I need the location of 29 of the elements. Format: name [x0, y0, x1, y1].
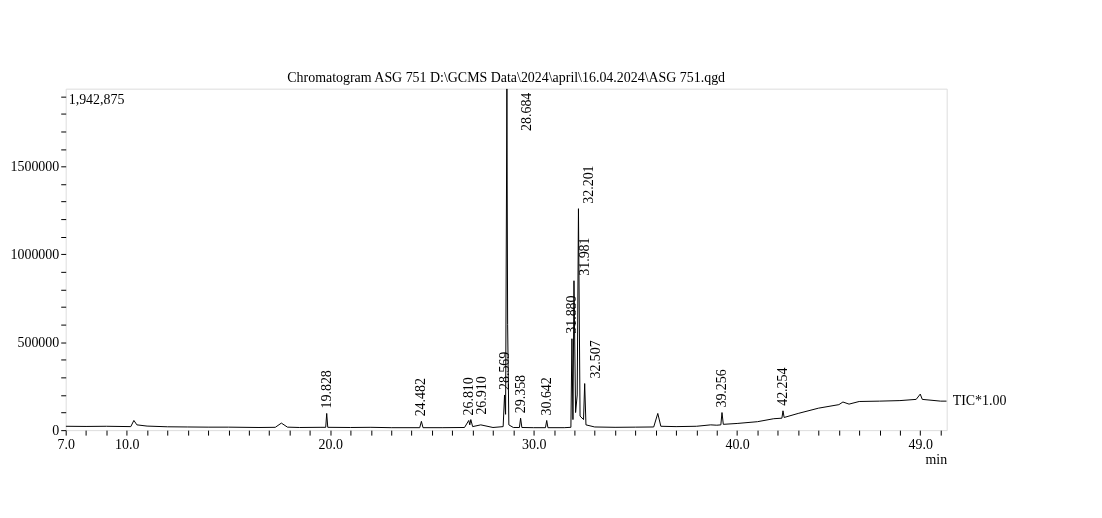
x-tick-label: 40.0 — [725, 436, 750, 452]
x-tick-label: 30.0 — [521, 436, 547, 452]
annotation: 28.684 — [518, 92, 534, 131]
annotation: 28.569 — [496, 351, 512, 391]
x-tick-label: 20.0 — [318, 436, 343, 452]
annotation: 19.828 — [318, 370, 334, 409]
line-series — [65, 88, 947, 429]
y-tick-label: 1000000 — [10, 246, 60, 262]
annotation: 26.910 — [473, 376, 489, 415]
annotation: 26.810 — [460, 377, 476, 416]
series-label: TIC*1.00 — [952, 393, 1007, 409]
x-tick-label: 7.0 — [57, 436, 75, 452]
x-tick-label: 49.0 — [908, 436, 933, 452]
x-axis-title: min — [925, 452, 948, 468]
annotation: 42.254 — [774, 367, 790, 406]
annotation: 30.642 — [538, 377, 554, 416]
chart-title: Chromatogram ASG 751 D:\GCMS Data\2024\april\16.04.2024\ASG 751.qgd — [287, 69, 726, 85]
annotation: 32.201 — [581, 165, 597, 204]
y-tick-label: 500000 — [17, 334, 60, 350]
annotation: 24.482 — [413, 378, 429, 417]
annotation: 1,942,875 — [68, 91, 125, 107]
annotation: 31.981 — [576, 237, 592, 276]
y-tick-label: 1500000 — [10, 158, 60, 174]
y-tick-label: 0 — [52, 422, 60, 438]
annotation: 39.256 — [713, 369, 729, 408]
annotation: 31.880 — [563, 295, 579, 334]
x-tick-label: 10.0 — [115, 436, 140, 452]
annotation: 29.358 — [512, 374, 528, 414]
annotation: 32.507 — [587, 340, 603, 379]
